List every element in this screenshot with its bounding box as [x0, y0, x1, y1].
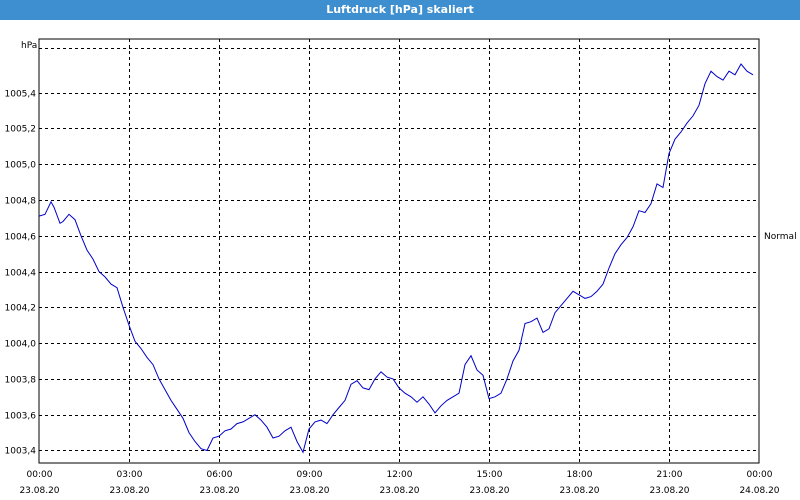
y-tick-label: 1004,6: [5, 233, 37, 243]
x-tick-time-label: 15:00: [477, 470, 503, 480]
y-tick-label: 1003,6: [5, 412, 37, 422]
x-tick-date-label: 23.08.20: [469, 486, 509, 496]
grid-lines: [39, 39, 759, 463]
x-tick-time-label: 00:00: [27, 470, 53, 480]
x-tick-date-label: 23.08.20: [199, 486, 239, 496]
y-axis-ticks: 1003,4 1003,6 1003,8 1004,0 1004,2 1004,4 1004…: [5, 90, 37, 457]
y-tick-label: 1004,0: [5, 340, 37, 350]
x-tick-date-label: 23.08.20: [109, 486, 149, 496]
x-tick-date-label: 23.08.20: [559, 486, 599, 496]
y-tick-label: 1004,4: [5, 269, 37, 279]
x-tick-date-label: 23.08.20: [289, 486, 329, 496]
y-tick-label: 1003,4: [5, 447, 37, 457]
x-axis-ticks: 00:00 23.08.20 03:00 23.08.20 06:00 23.08.20 0…: [19, 470, 779, 496]
y-tick-label: 1004,2: [5, 304, 37, 314]
y-tick-label: 1003,8: [5, 376, 37, 386]
normal-reference-label: Normal: [764, 232, 797, 242]
chart-title: Luftdruck [hPa] skaliert: [0, 0, 800, 20]
y-tick-label: 1004,8: [5, 197, 37, 207]
x-tick-time-label: 21:00: [657, 470, 683, 480]
x-tick-time-label: 09:00: [297, 470, 323, 480]
x-tick-time-label: 18:00: [567, 470, 593, 480]
pressure-series-line: [38, 63, 754, 454]
y-tick-label: 1005,2: [5, 125, 37, 135]
x-tick-date-label: 23.08.20: [649, 486, 689, 496]
x-tick-date-label: 23.08.20: [379, 486, 419, 496]
x-tick-time-label: 06:00: [207, 470, 233, 480]
y-tick-label: 1005,4: [5, 90, 37, 100]
x-tick-time-label: 12:00: [387, 470, 413, 480]
x-tick-time-label: 00:00: [747, 470, 773, 480]
x-tick-time-label: 03:00: [117, 470, 143, 480]
x-tick-date-label: 23.08.20: [19, 486, 59, 496]
y-tick-label: 1005,0: [5, 161, 37, 171]
x-tick-date-label: 24.08.20: [739, 486, 779, 496]
y-axis-label: hPa: [21, 41, 37, 51]
